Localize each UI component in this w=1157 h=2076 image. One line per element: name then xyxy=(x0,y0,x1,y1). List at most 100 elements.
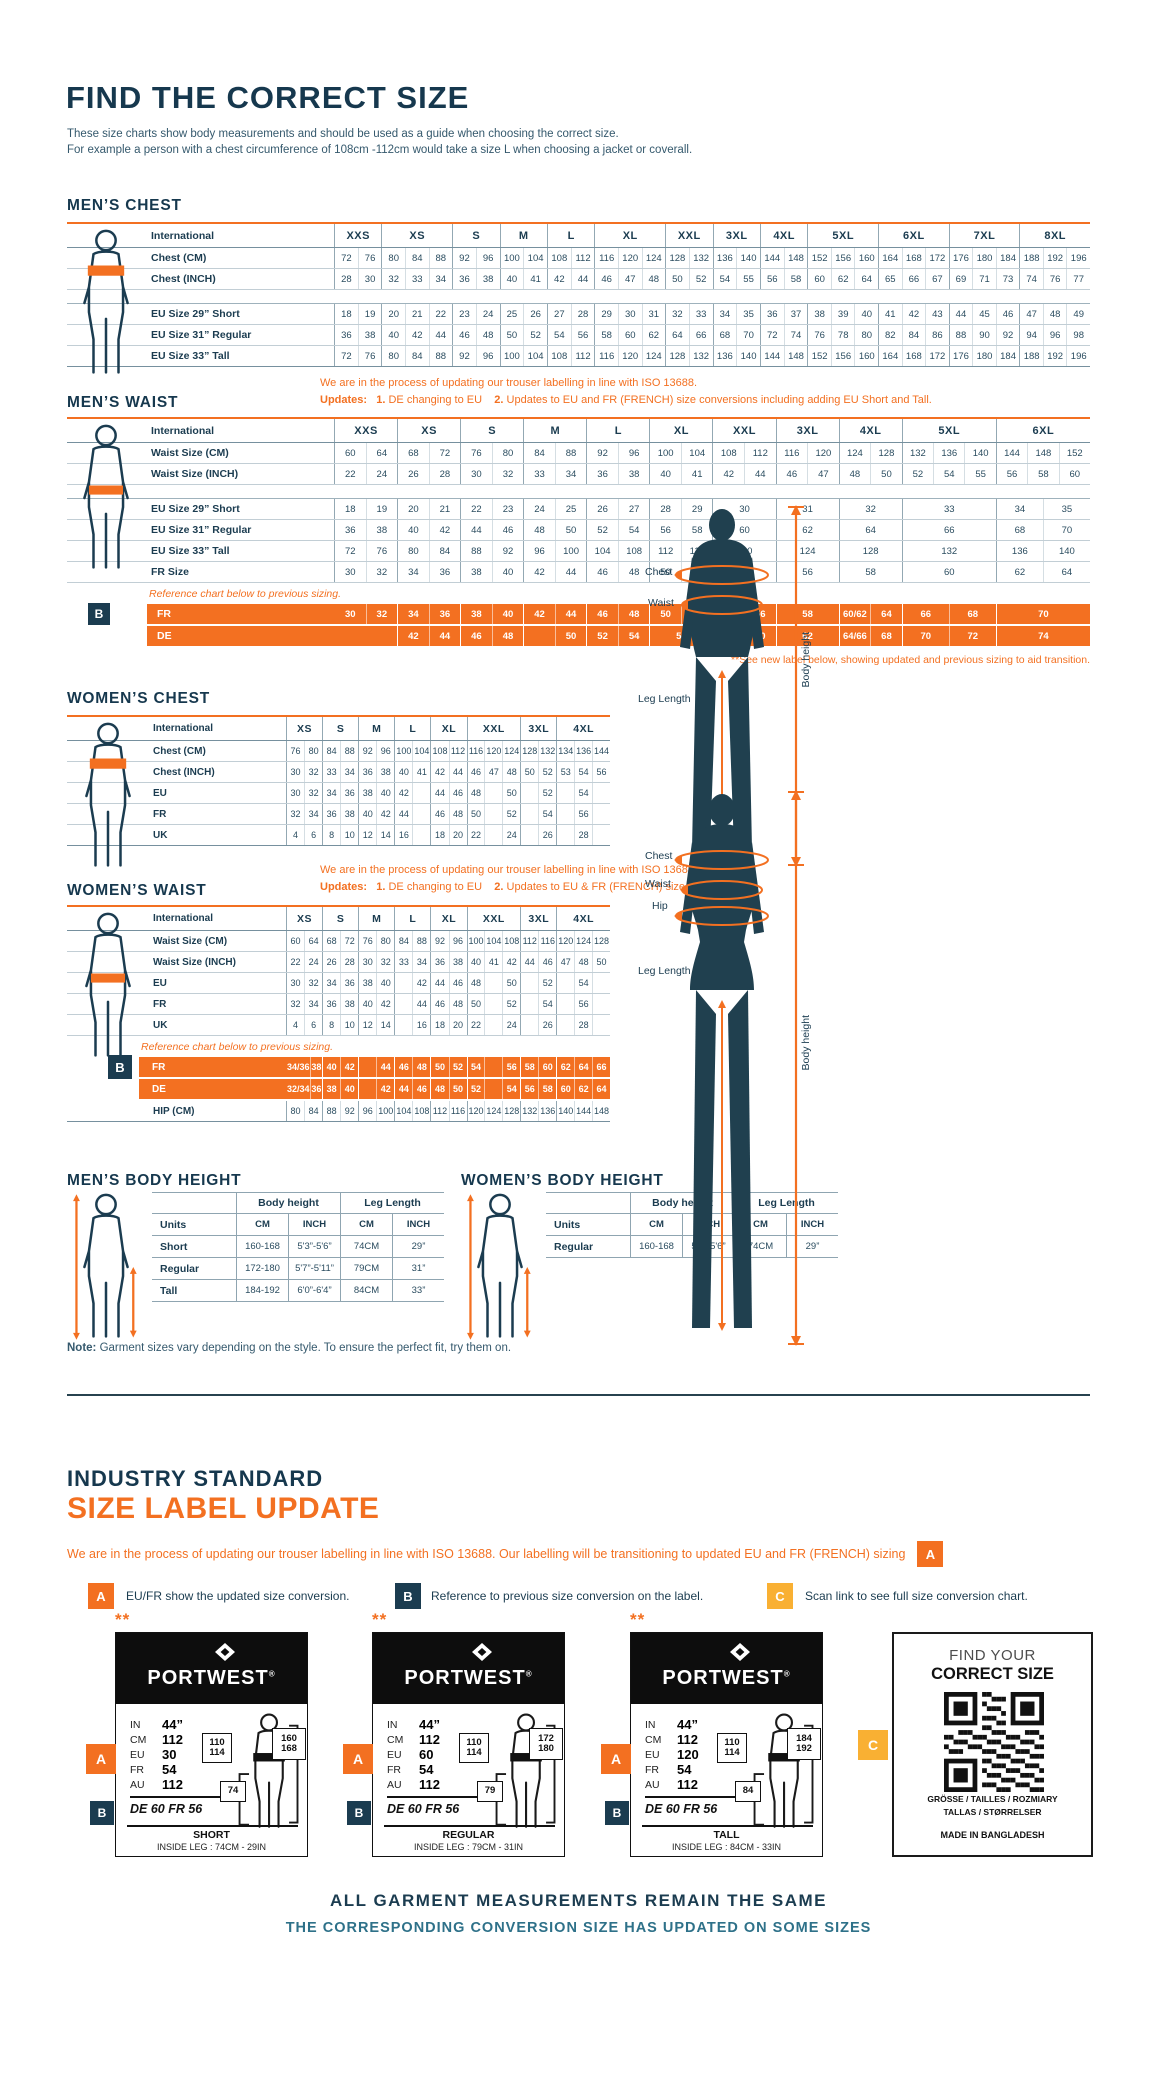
size-column-header: 6XL xyxy=(995,419,1090,442)
size-name: 3XL xyxy=(528,722,550,735)
size-value xyxy=(412,783,430,803)
size-value: 56 xyxy=(592,762,610,782)
size-group: 96 100 xyxy=(358,1101,394,1121)
size-value: 44 xyxy=(434,788,445,798)
iso-note: We are in the process of updating our tr… xyxy=(320,377,698,389)
size-row: EU 30 32 34 36 38 40 42 44 46 48 50 52 54 xyxy=(67,783,610,804)
size-group: 108 112 xyxy=(430,741,466,761)
card-stars: ** xyxy=(630,1610,646,1629)
size-value: 27 xyxy=(554,308,565,320)
size-group: 56 xyxy=(649,626,712,646)
leg-callout: 74 xyxy=(220,1781,246,1802)
unit-header: CM xyxy=(236,1214,288,1235)
size-value: 88 xyxy=(428,248,453,268)
size-value: 38 xyxy=(326,1084,337,1094)
qr-languages-2: TALLAS / STØRRELSER xyxy=(943,1807,1042,1817)
size-value: 120 xyxy=(558,936,574,946)
size-value: 22 xyxy=(290,957,301,967)
female-waist-label: Waist xyxy=(645,878,671,890)
column-header: International xyxy=(67,717,287,740)
bh-value: 31” xyxy=(392,1258,444,1279)
size-value: 14 xyxy=(376,825,394,845)
size-group: 32/34 36 xyxy=(287,1079,322,1099)
row-label: FR xyxy=(67,804,287,824)
size-value: 54 xyxy=(617,520,650,540)
size-value: 60 xyxy=(814,273,825,285)
size-value: 50 xyxy=(506,329,518,341)
size-group: 26 xyxy=(520,1015,556,1035)
size-group: 34 35 xyxy=(995,499,1090,519)
b-badge: B xyxy=(605,1801,629,1825)
size-group: 88 90 92 xyxy=(948,325,1020,345)
size-group: 52 xyxy=(520,973,556,993)
size-group: 29 30 31 xyxy=(594,304,665,324)
size-value: 76 xyxy=(1042,269,1067,289)
male-chest-icon xyxy=(70,228,142,383)
size-value: 92 xyxy=(434,936,445,946)
size-group: 36 37 xyxy=(759,304,807,324)
size-group: 54 xyxy=(520,804,556,824)
size-value: 30 xyxy=(362,957,373,967)
size-group: 46 47 48 xyxy=(594,269,665,289)
size-value: 80 xyxy=(304,741,322,761)
size-value: 50 xyxy=(554,520,587,540)
size-value: 22 xyxy=(471,503,482,515)
size-value: 50 xyxy=(434,1062,445,1072)
size-name: XL xyxy=(441,912,457,925)
size-group: 58 xyxy=(838,562,902,582)
size-value: 46 xyxy=(597,608,608,620)
size-value: 60 xyxy=(617,325,642,345)
size-value xyxy=(412,804,430,824)
size-value: 49 xyxy=(1066,304,1090,324)
size-value xyxy=(557,973,574,993)
size-value: 56 xyxy=(767,273,778,285)
size-group: 38 40 xyxy=(358,783,394,803)
spec-divider xyxy=(387,1796,495,1798)
size-value: 38 xyxy=(471,566,482,578)
size-column-header: L xyxy=(394,717,430,740)
size-value: 172 xyxy=(925,346,949,366)
size-value: 26 xyxy=(597,503,608,515)
size-group: 34 36 xyxy=(397,604,460,624)
size-group: 22 24 xyxy=(335,464,397,484)
size-value: 68 xyxy=(326,936,337,946)
previous-sizing-row: FR 34/36 38 40 42 44 46 48 50 52 54 56 58 60 62 64 66 xyxy=(139,1057,610,1079)
qr-code xyxy=(944,1692,1044,1797)
size-value xyxy=(359,1079,376,1099)
units-label: Units xyxy=(160,1218,187,1231)
size-group: 136 140 xyxy=(712,346,760,366)
size-value: 96 xyxy=(534,545,545,557)
size-value: 108 xyxy=(551,252,568,264)
size-value: 42 xyxy=(376,1079,394,1099)
size-value: 20 xyxy=(388,308,399,320)
size-group: 34 35 xyxy=(712,304,760,324)
size-value: 32 xyxy=(865,503,876,515)
spec-label: IN xyxy=(130,1718,141,1731)
size-group: 136 140 xyxy=(712,248,760,268)
size-value: 64/66 xyxy=(843,630,867,642)
size-row: FR 32 34 36 38 40 42 44 46 48 50 52 54 56 xyxy=(67,804,610,825)
size-value: 24 xyxy=(502,1015,520,1035)
size-group: 30 32 xyxy=(335,604,397,624)
size-value: 172 xyxy=(925,248,949,268)
size-value: 80 xyxy=(388,252,399,264)
size-value: 58 xyxy=(783,269,808,289)
size-value: 168 xyxy=(901,346,926,366)
size-group: 18 20 xyxy=(430,1015,466,1035)
size-group: 27 28 xyxy=(546,304,594,324)
size-group: 80 84 88 xyxy=(381,346,452,366)
size-group: 62 xyxy=(775,626,839,646)
bh-group-header-row: Body height Leg Length xyxy=(152,1192,444,1214)
size-group: 44 xyxy=(394,994,430,1014)
size-value xyxy=(557,804,574,824)
column-header: International xyxy=(67,224,335,247)
size-value: 132 xyxy=(941,545,958,557)
size-value: 31 xyxy=(802,503,813,515)
size-group: 24 25 xyxy=(523,499,586,519)
size-name: XS xyxy=(421,424,437,437)
size-value: 144 xyxy=(574,1101,592,1121)
height-callout: 160 168 xyxy=(272,1728,306,1760)
portwest-logo: PORTWEST® xyxy=(662,1667,791,1689)
